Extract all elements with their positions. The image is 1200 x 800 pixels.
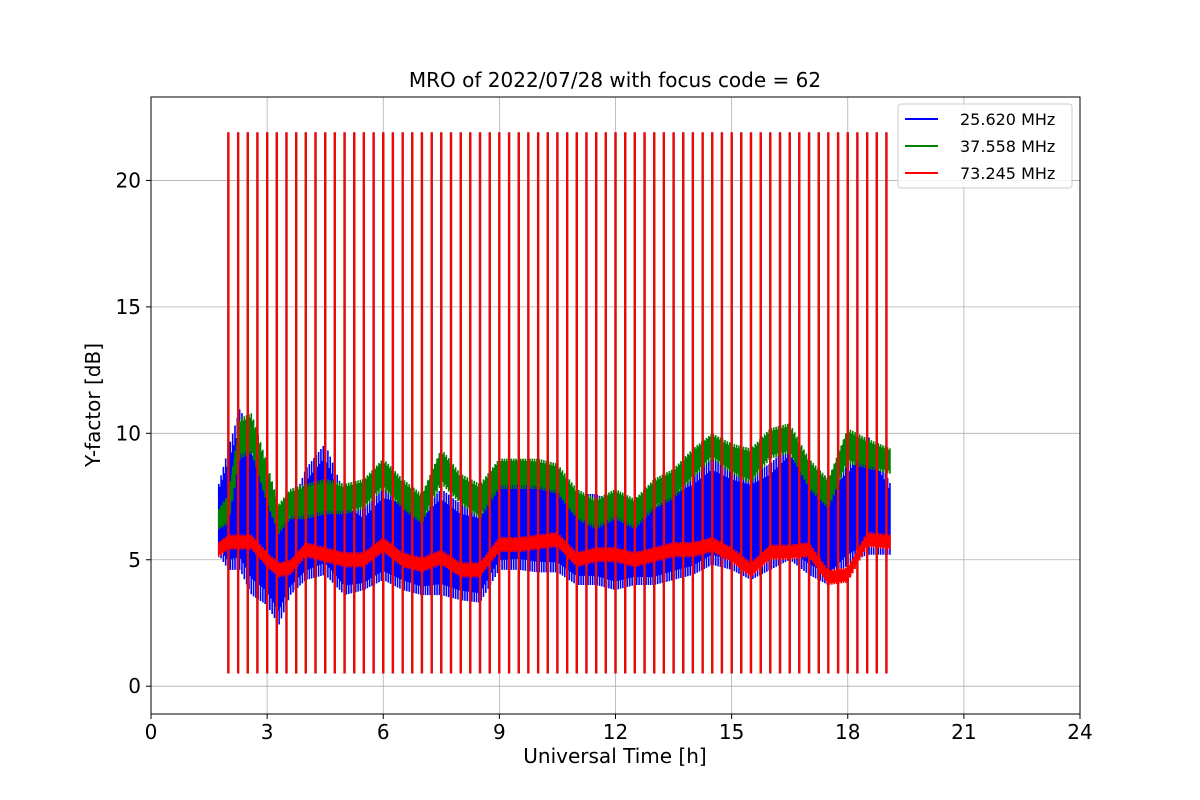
x-tick-label: 3 [261, 720, 274, 744]
y-tick-label: 0 [128, 674, 141, 698]
y-axis-label: Y-factor [dB] [81, 343, 105, 468]
legend: 25.620 MHz 37.558 MHz 73.245 MHz [897, 103, 1073, 189]
legend-label: 73.245 MHz [960, 164, 1055, 183]
y-axis-ticks: 0 5 10 15 20 [116, 168, 151, 698]
x-tick-label: 12 [603, 720, 628, 744]
x-tick-label: 21 [951, 720, 976, 744]
x-tick-label: 15 [719, 720, 744, 744]
legend-label: 25.620 MHz [960, 110, 1055, 129]
y-tick-label: 20 [116, 168, 141, 192]
y-tick-label: 10 [116, 421, 141, 445]
x-tick-label: 0 [145, 720, 158, 744]
legend-box [897, 103, 1073, 189]
y-tick-label: 5 [128, 548, 141, 572]
x-tick-label: 24 [1067, 720, 1092, 744]
series-layer [217, 132, 891, 674]
series-calibration-pulses [227, 132, 888, 674]
x-axis-ticks: 0 3 6 9 12 15 18 21 24 [145, 714, 1093, 744]
x-tick-label: 9 [493, 720, 506, 744]
chart-title: MRO of 2022/07/28 with focus code = 62 [409, 68, 821, 92]
legend-label: 37.558 MHz [960, 137, 1055, 156]
series-73-245-mhz [217, 132, 891, 674]
x-tick-label: 6 [377, 720, 390, 744]
x-axis-label: Universal Time [h] [523, 744, 706, 768]
x-tick-label: 18 [835, 720, 860, 744]
y-tick-label: 15 [116, 295, 141, 319]
